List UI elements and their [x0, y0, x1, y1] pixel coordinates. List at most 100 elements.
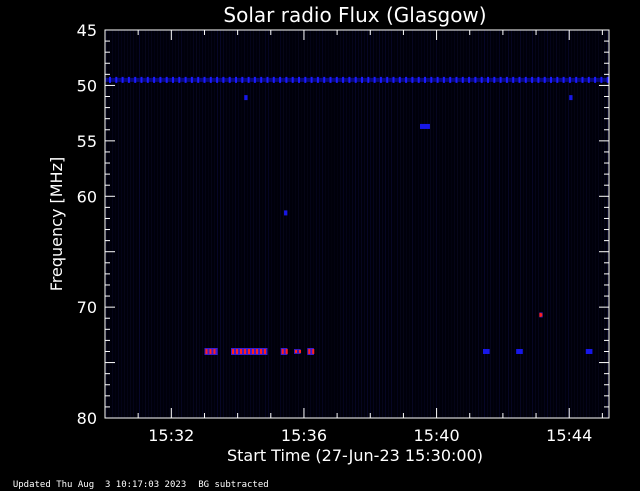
updated-timestamp: Updated Thu Aug 3 10:17:03 2023: [12, 480, 187, 490]
interference-tick: [304, 76, 307, 83]
interference-tick: [165, 76, 168, 83]
interference-tick: [594, 76, 597, 83]
interference-tick: [392, 76, 395, 83]
interference-tick: [323, 76, 326, 83]
burst-core: [213, 348, 216, 354]
interference-tick: [298, 76, 300, 83]
interference-tick: [127, 76, 130, 83]
interference-tick: [587, 76, 590, 83]
interference-tick: [531, 76, 534, 83]
interference-tick: [398, 76, 401, 83]
burst-core: [244, 348, 246, 354]
interference-tick: [524, 76, 527, 83]
interference-tick: [499, 76, 502, 83]
interference-tick: [316, 76, 319, 83]
bg-subtracted-note: BG subtracted: [198, 480, 269, 490]
interference-tick: [361, 76, 363, 83]
interference-tick: [537, 76, 540, 83]
y-axis-label: Frequency [MHz]: [47, 157, 66, 291]
y-tick-label: 55: [77, 132, 97, 151]
interference-tick: [493, 76, 496, 83]
x-tick-label: 15:36: [281, 426, 327, 445]
interference-tick: [153, 76, 156, 83]
interference-tick: [461, 76, 464, 83]
burst-core: [281, 348, 284, 354]
interference-tick: [405, 76, 408, 83]
burst-core: [209, 348, 212, 354]
interference-tick: [581, 76, 584, 83]
axis-ticks: [104, 29, 609, 419]
y-tick-label: 45: [77, 21, 97, 40]
feature-spot-9: [420, 123, 430, 129]
interference-tick: [266, 76, 269, 83]
x-tick-label: 15:44: [546, 426, 592, 445]
feature-burst-cluster-4: [294, 348, 301, 354]
spectrogram-chart: Solar radio Flux (Glasgow) Start Time (2…: [47, 3, 610, 465]
interference-tick: [285, 76, 288, 83]
interference-tick: [342, 76, 345, 83]
interference-tick: [335, 76, 338, 83]
interference-tick: [354, 76, 357, 83]
interference-tick: [424, 76, 426, 83]
interference-tick: [190, 76, 193, 83]
interference-tick: [222, 76, 225, 83]
burst-core: [205, 348, 208, 354]
interference-tick: [600, 76, 603, 83]
footer: Updated Thu Aug 3 10:17:03 2023 BG subtra…: [2, 469, 281, 491]
interference-tick: [197, 76, 200, 83]
interference-tick: [386, 76, 389, 83]
interference-tick: [487, 76, 489, 83]
interference-tick: [134, 76, 137, 83]
x-tick-label: 15:32: [148, 426, 194, 445]
interference-tick: [235, 76, 237, 83]
interference-tick: [379, 76, 382, 83]
y-tick-label: 70: [77, 298, 97, 317]
plot-area: [105, 30, 609, 418]
interference-tick: [209, 76, 212, 83]
interference-tick: [449, 76, 452, 83]
interference-tick: [203, 76, 206, 83]
burst-core: [312, 348, 315, 354]
interference-tick: [247, 76, 250, 83]
burst-core: [248, 348, 250, 354]
interference-tick: [178, 76, 181, 83]
feature-spot-12: [569, 95, 573, 101]
interference-tick: [455, 76, 458, 83]
interference-tick: [146, 76, 149, 83]
interference-tick: [172, 76, 174, 83]
burst-core: [236, 348, 238, 354]
burst-core: [308, 348, 311, 354]
interference-tick: [260, 76, 263, 83]
interference-tick: [442, 76, 445, 83]
y-tick-label: 80: [77, 409, 97, 428]
burst-core: [539, 312, 542, 317]
y-tick-label: 60: [77, 187, 97, 206]
interference-tick: [550, 76, 552, 83]
interference-tick: [562, 76, 565, 83]
interference-tick: [241, 76, 244, 83]
interference-tick: [474, 76, 477, 83]
interference-tick: [543, 76, 546, 83]
interference-tick: [228, 76, 231, 83]
interference-tick: [575, 76, 578, 83]
interference-tick: [121, 76, 124, 83]
interference-tick: [367, 76, 370, 83]
interference-tick: [518, 76, 521, 83]
interference-tick: [505, 76, 508, 83]
plot-frame: [104, 29, 610, 419]
interference-tick: [373, 76, 376, 83]
x-axis-label: Start Time (27-Jun-23 15:30:00): [227, 446, 483, 465]
feature-spot-6: [483, 348, 490, 354]
feature-spot-7: [516, 348, 523, 354]
interference-tick: [253, 76, 256, 83]
feature-spot-13: [284, 210, 288, 216]
interference-tick: [411, 76, 414, 83]
feature-burst-cluster-3: [280, 347, 288, 355]
interference-tick: [417, 76, 420, 83]
interference-line: [105, 77, 609, 82]
burst-core: [260, 348, 262, 354]
interference-tick: [468, 76, 471, 83]
chart-title: Solar radio Flux (Glasgow): [223, 3, 486, 27]
interference-tick: [115, 76, 118, 83]
interference-tick: [140, 76, 143, 83]
